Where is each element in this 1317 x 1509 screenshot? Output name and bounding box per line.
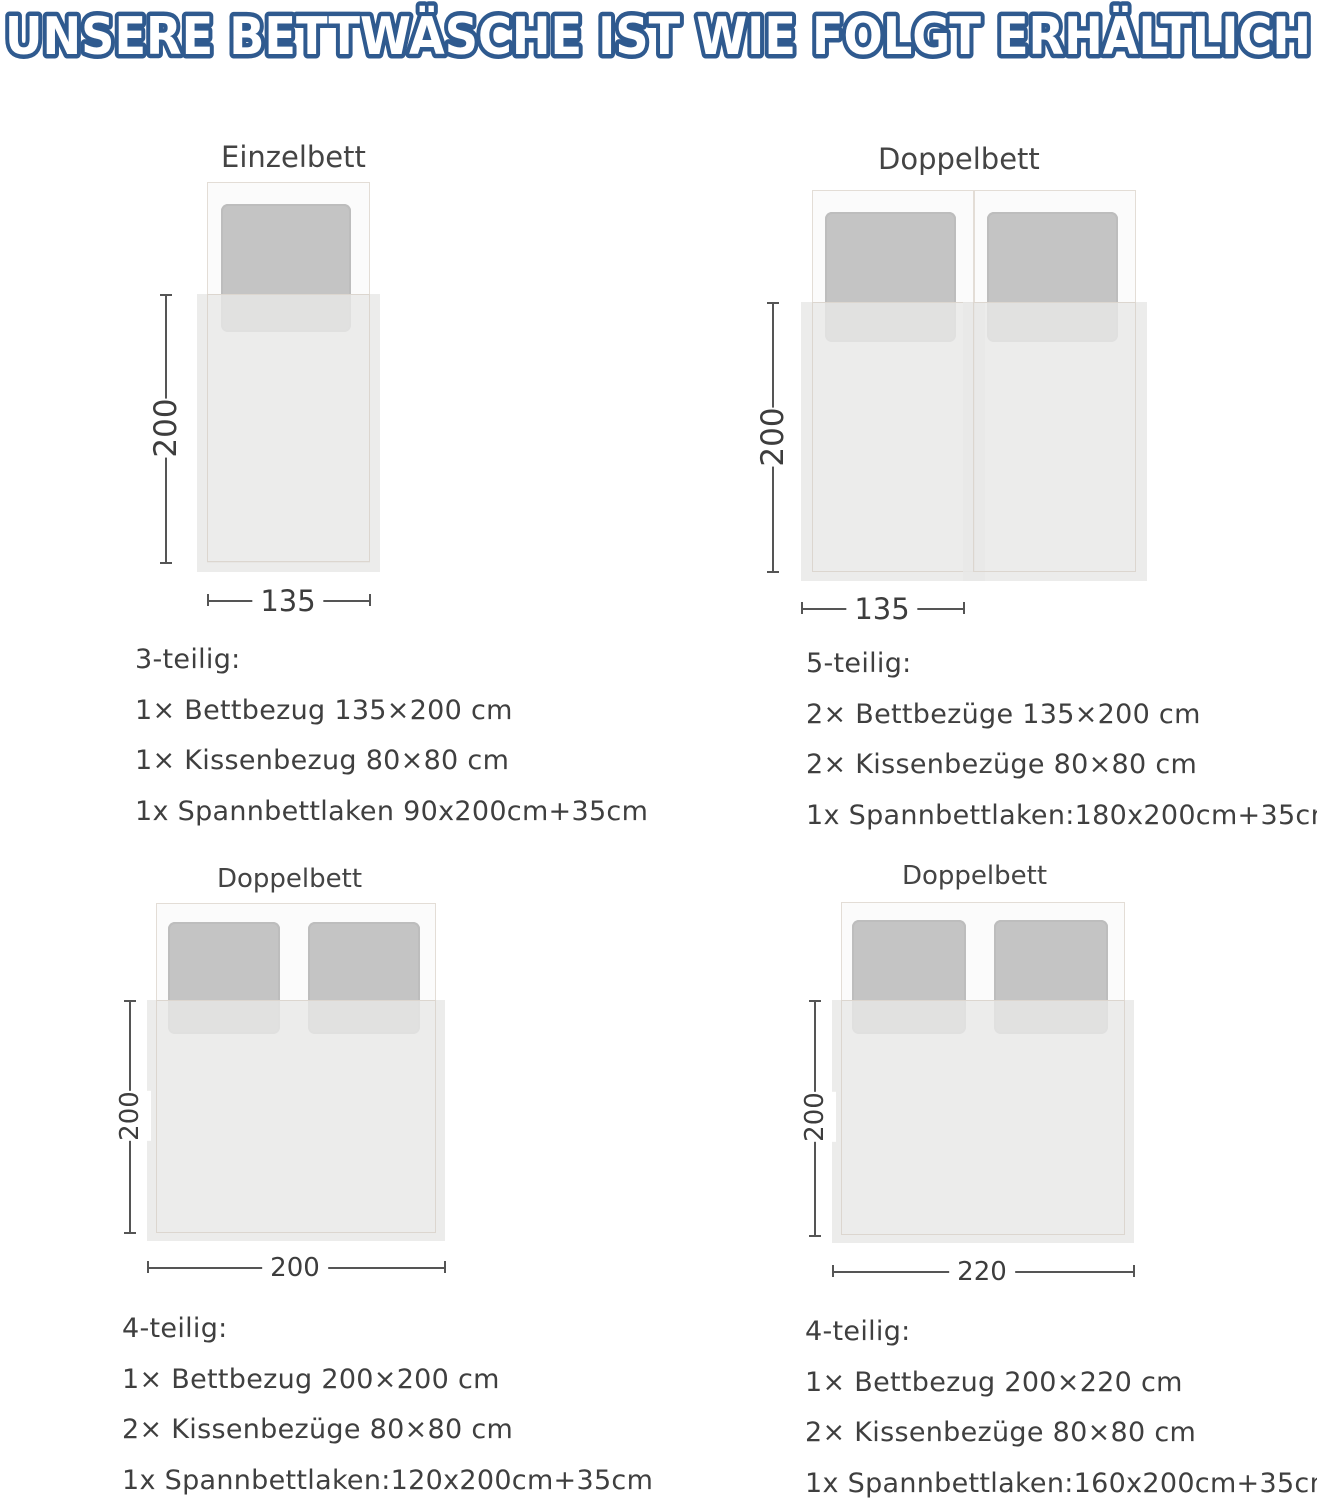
spec-line: 2× Kissenbezüge 80×80 cm	[805, 1408, 1317, 1459]
spec-line: 2× Kissenbezüge 80×80 cm	[806, 740, 1317, 791]
width-label: 200	[262, 1253, 328, 1283]
spec-line: 1× Bettbezug 135×200 cm	[135, 686, 648, 737]
duvet	[801, 302, 985, 581]
spec-list: 4-teilig: 1× Bettbezug 200×200 cm 2× Kis…	[122, 1304, 653, 1506]
dim-cap	[767, 571, 779, 573]
headline-banner: UNSERE BETTWÄSCHE IST WIE FOLGT ERHÄLTLI…	[0, 0, 1317, 70]
spec-line: 1x Spannbettlaken 90x200cm+35cm	[135, 787, 648, 838]
duvet-edge	[156, 1000, 436, 1233]
spec-line: 1× Kissenbezug 80×80 cm	[135, 736, 648, 787]
spec-line: 5-teilig:	[806, 639, 1317, 690]
dim-cap	[1133, 1265, 1135, 1277]
bed-title: Doppelbett	[217, 864, 362, 894]
duvet-edge	[841, 1000, 1125, 1235]
duvet-edge	[207, 294, 370, 562]
height-label: 200	[794, 1092, 836, 1142]
spec-line: 3-teilig:	[135, 635, 648, 686]
duvet	[832, 1000, 1134, 1243]
headline-title: UNSERE BETTWÄSCHE IST WIE FOLGT ERHÄLTLI…	[5, 6, 1311, 67]
spec-line: 2× Bettbezüge 135×200 cm	[806, 690, 1317, 741]
dim-cap	[963, 602, 965, 614]
spec-list: 5-teilig: 2× Bettbezüge 135×200 cm 2× Ki…	[806, 639, 1317, 841]
bed-title: Doppelbett	[902, 861, 1047, 891]
bed-title: Doppelbett	[878, 142, 1040, 176]
dim-cap	[444, 1261, 446, 1273]
spec-line: 1x Spannbettlaken:180x200cm+35cm	[806, 791, 1317, 842]
dim-cap	[369, 594, 371, 606]
duvet-edge	[812, 302, 975, 572]
duvet-edge	[973, 302, 1136, 572]
width-label: 135	[846, 592, 917, 626]
duvet	[963, 302, 1147, 581]
spec-list: 4-teilig: 1× Bettbezug 200×220 cm 2× Kis…	[805, 1307, 1317, 1509]
spec-line: 1× Bettbezug 200×200 cm	[122, 1355, 653, 1406]
height-label: 200	[749, 407, 797, 466]
dim-cap	[124, 1232, 136, 1234]
dim-cap	[160, 562, 172, 564]
bed-title: Einzelbett	[221, 140, 366, 174]
height-label: 200	[142, 398, 190, 457]
spec-line: 1x Spannbettlaken:120x200cm+35cm	[122, 1456, 653, 1507]
spec-line: 1x Spannbettlaken:160x200cm+35cm	[805, 1459, 1317, 1509]
duvet	[197, 294, 380, 572]
width-label: 220	[949, 1257, 1015, 1287]
height-label: 200	[109, 1091, 151, 1141]
spec-list: 3-teilig: 1× Bettbezug 135×200 cm 1× Kis…	[135, 635, 648, 837]
spec-line: 4-teilig:	[122, 1304, 653, 1355]
spec-line: 2× Kissenbezüge 80×80 cm	[122, 1405, 653, 1456]
width-label: 135	[252, 584, 323, 618]
dim-cap	[809, 1235, 821, 1237]
spec-line: 1× Bettbezug 200×220 cm	[805, 1358, 1317, 1409]
duvet	[147, 1000, 445, 1241]
spec-line: 4-teilig:	[805, 1307, 1317, 1358]
